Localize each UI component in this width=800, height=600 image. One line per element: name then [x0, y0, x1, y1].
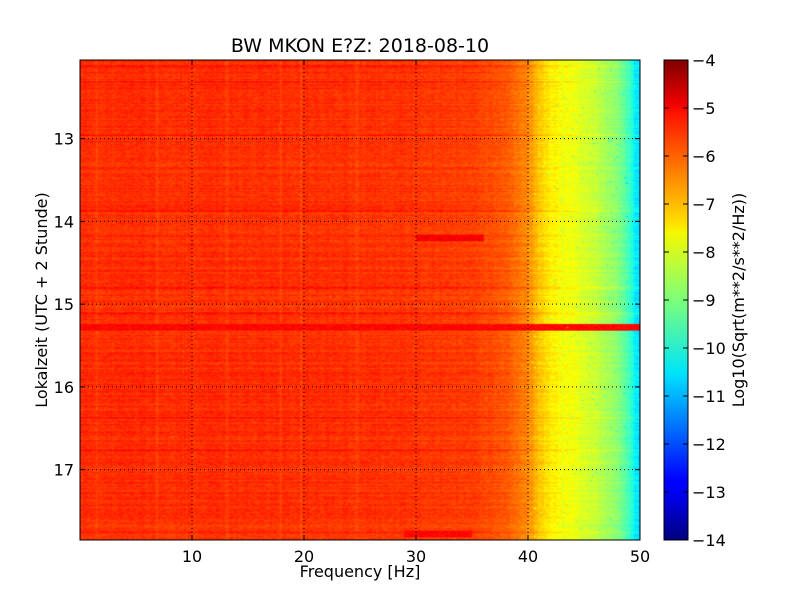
- colorbar-tick-label: −8: [692, 243, 716, 262]
- grid-lines: [80, 60, 640, 540]
- x-tick-label: 50: [630, 547, 650, 566]
- colorbar-tick-label: −6: [692, 147, 716, 166]
- y-tick-label: 15: [54, 295, 74, 314]
- x-tick-label: 20: [294, 547, 314, 566]
- colorbar-tick-label: −7: [692, 195, 716, 214]
- colorbar-tick-label: −13: [692, 483, 726, 502]
- colorbar-tick-label: −12: [692, 435, 726, 454]
- colorbar-label: Log10(Sqrt(m**2/s**2/Hz)): [729, 193, 748, 408]
- colorbar-tick-label: −4: [692, 51, 716, 70]
- x-axis-ticks: 10 20 30 40 50: [182, 60, 650, 566]
- chart-title: BW MKON E?Z: 2018-08-10: [231, 35, 489, 57]
- y-tick-label: 13: [54, 130, 74, 149]
- spectrogram-heatmap: [80, 60, 640, 540]
- x-tick-label: 30: [406, 547, 426, 566]
- y-axis-ticks: 13 14 15 16 17: [54, 130, 640, 480]
- colorbar-tick-label: −5: [692, 99, 716, 118]
- x-tick-label: 40: [518, 547, 538, 566]
- colorbar-tick-label: −14: [692, 531, 726, 550]
- y-tick-label: 14: [54, 212, 74, 231]
- x-tick-label: 10: [182, 547, 202, 566]
- colorbar-tick-label: −9: [692, 291, 716, 310]
- y-axis-label: Lokalzeit (UTC + 2 Stunde): [32, 192, 51, 407]
- plot-frame: [79, 59, 641, 541]
- colorbar-tick-label: −11: [692, 387, 726, 406]
- y-tick-label: 17: [54, 461, 74, 480]
- y-tick-label: 16: [54, 378, 74, 397]
- x-axis-label: Frequency [Hz]: [300, 562, 421, 581]
- colorbar-ticks: −4 −5 −6 −7 −8 −9 −10 −11 −12 −13 −14: [664, 51, 726, 550]
- colorbar-tick-label: −10: [692, 339, 726, 358]
